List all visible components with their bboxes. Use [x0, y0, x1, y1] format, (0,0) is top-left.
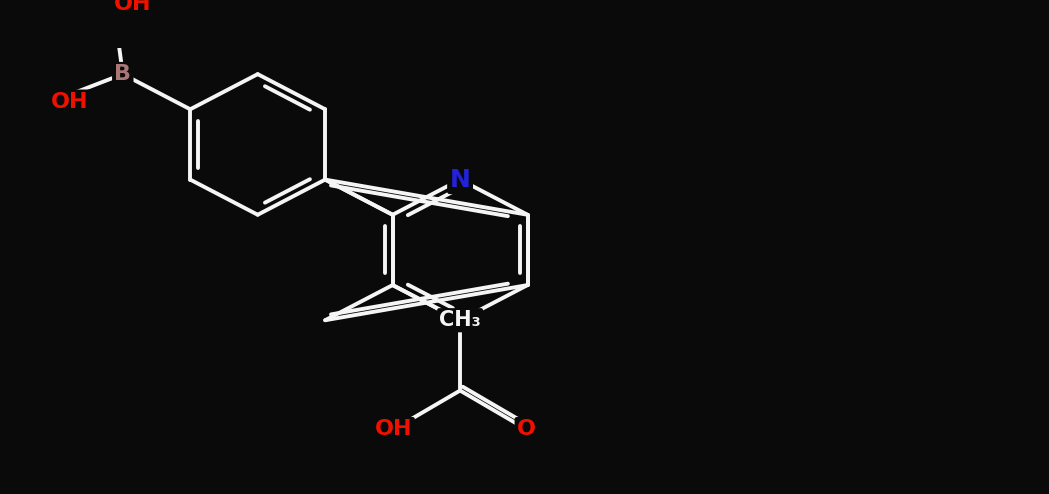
Text: OH: OH: [376, 419, 412, 439]
Text: B: B: [114, 64, 131, 84]
Text: O: O: [517, 419, 536, 439]
Text: CH₃: CH₃: [440, 310, 480, 330]
Text: N: N: [450, 167, 471, 192]
Text: OH: OH: [51, 92, 89, 112]
Text: OH: OH: [113, 0, 151, 14]
